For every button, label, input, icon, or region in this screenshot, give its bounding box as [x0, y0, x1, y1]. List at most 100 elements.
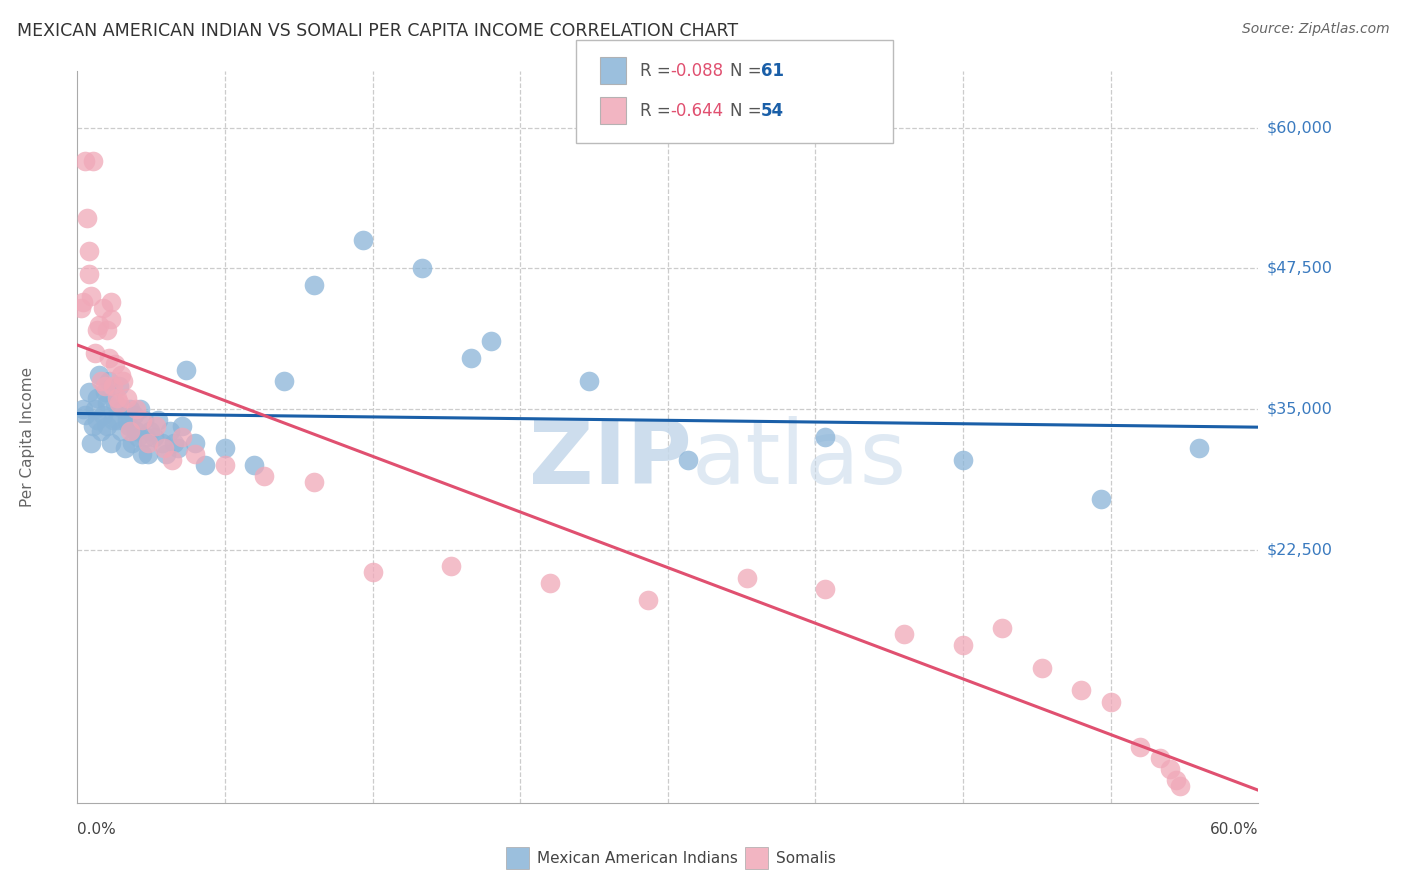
Text: 0.0%: 0.0%: [77, 822, 117, 838]
Point: [104, 396, 127, 410]
Point: [100, 435, 122, 450]
Point: [991, 621, 1014, 635]
Point: [115, 391, 138, 405]
Point: [127, 430, 149, 444]
Point: [77, 244, 100, 259]
Point: [77, 267, 100, 281]
Point: [110, 425, 132, 439]
Point: [87, 368, 110, 383]
Point: [96, 396, 118, 410]
Point: [80, 435, 103, 450]
Point: [110, 368, 132, 383]
Point: [893, 627, 915, 641]
Text: N =: N =: [730, 103, 766, 120]
Point: [134, 413, 156, 427]
Point: [84, 401, 107, 416]
Point: [814, 582, 837, 596]
Point: [86, 413, 108, 427]
Point: [166, 442, 188, 456]
Point: [150, 435, 173, 450]
Point: [243, 458, 266, 473]
Point: [94, 379, 117, 393]
Text: Per Capita Income: Per Capita Income: [20, 367, 35, 508]
Text: 60.0%: 60.0%: [1211, 822, 1258, 838]
Point: [87, 318, 110, 332]
Point: [170, 430, 193, 444]
Point: [676, 452, 699, 467]
Point: [129, 401, 152, 416]
Point: [94, 385, 117, 400]
Point: [80, 289, 103, 303]
Point: [131, 413, 153, 427]
Point: [952, 638, 974, 652]
Point: [107, 396, 129, 410]
Point: [194, 458, 217, 473]
Point: [91, 301, 114, 315]
Point: [1168, 779, 1191, 793]
Point: [124, 408, 146, 422]
Point: [214, 442, 236, 456]
Text: R =: R =: [640, 62, 676, 80]
Point: [735, 571, 758, 585]
Point: [302, 278, 325, 293]
Point: [163, 435, 186, 450]
Point: [1149, 751, 1171, 765]
Text: -0.088: -0.088: [671, 62, 724, 80]
Text: 54: 54: [761, 103, 783, 120]
Point: [82, 154, 104, 169]
Point: [100, 295, 122, 310]
Point: [139, 425, 162, 439]
Point: [100, 312, 122, 326]
Text: ZIP: ZIP: [529, 416, 692, 502]
Point: [96, 323, 118, 337]
Point: [121, 435, 143, 450]
Point: [1164, 773, 1187, 788]
Text: -0.644: -0.644: [671, 103, 724, 120]
Text: N =: N =: [730, 62, 766, 80]
Point: [104, 357, 127, 371]
Point: [76, 211, 98, 225]
Point: [131, 447, 153, 461]
Point: [578, 374, 600, 388]
Text: R =: R =: [640, 103, 676, 120]
Point: [84, 345, 107, 359]
Point: [107, 379, 129, 393]
Point: [1090, 491, 1112, 506]
Point: [135, 430, 157, 444]
Point: [136, 447, 159, 461]
Point: [214, 458, 236, 473]
Text: Mexican American Indians: Mexican American Indians: [537, 851, 738, 865]
Point: [170, 418, 193, 433]
Point: [637, 593, 659, 607]
Point: [184, 447, 207, 461]
Point: [361, 565, 384, 579]
Point: [1031, 661, 1053, 675]
Point: [952, 452, 974, 467]
Point: [1129, 739, 1152, 754]
Point: [538, 576, 561, 591]
Point: [159, 425, 181, 439]
Point: [111, 374, 134, 388]
Point: [411, 261, 433, 276]
Point: [101, 379, 124, 393]
Point: [136, 435, 159, 450]
Text: $35,000: $35,000: [1267, 401, 1333, 417]
Point: [91, 408, 114, 422]
Point: [77, 385, 100, 400]
Point: [302, 475, 325, 489]
Point: [115, 413, 138, 427]
Point: [160, 452, 183, 467]
Point: [1070, 683, 1092, 698]
Point: [153, 442, 176, 456]
Point: [97, 351, 120, 366]
Point: [117, 418, 139, 433]
Point: [90, 374, 112, 388]
Point: [1188, 442, 1211, 456]
Text: $47,500: $47,500: [1267, 260, 1333, 276]
Point: [253, 469, 276, 483]
Point: [72, 401, 94, 416]
Point: [75, 154, 97, 169]
Point: [143, 430, 166, 444]
Point: [155, 447, 177, 461]
Text: 61: 61: [761, 62, 783, 80]
